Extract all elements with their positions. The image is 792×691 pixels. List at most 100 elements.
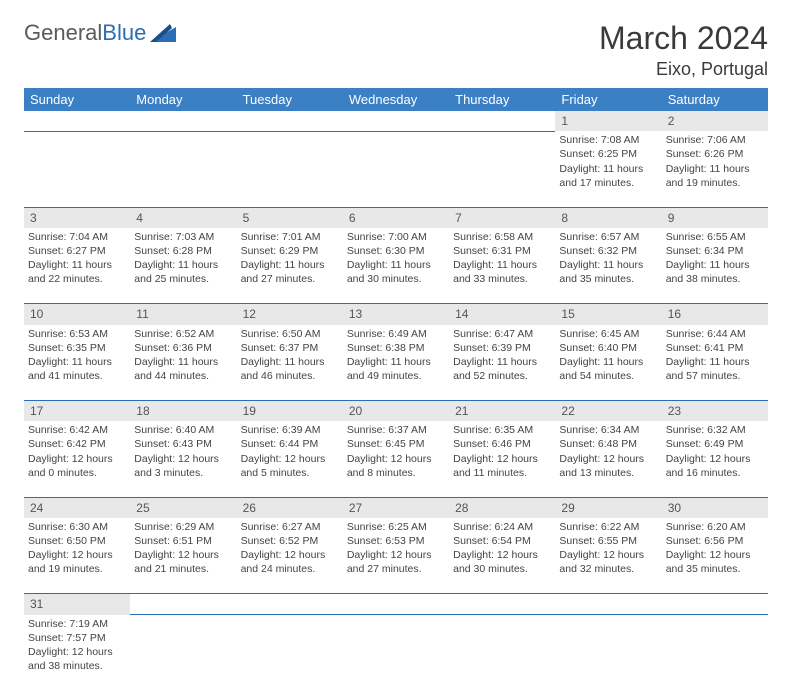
day-cell: Sunrise: 6:55 AMSunset: 6:34 PMDaylight:… (662, 228, 768, 304)
day1-text: Daylight: 12 hours (453, 452, 551, 466)
day1-text: Daylight: 11 hours (559, 162, 657, 176)
sunset-text: Sunset: 6:38 PM (347, 341, 445, 355)
sunrise-text: Sunrise: 6:25 AM (347, 520, 445, 534)
sunrise-text: Sunrise: 6:40 AM (134, 423, 232, 437)
day-number: 4 (130, 207, 236, 228)
day-number: 8 (555, 207, 661, 228)
detail-row: Sunrise: 6:53 AMSunset: 6:35 PMDaylight:… (24, 325, 768, 401)
day2-text: and 57 minutes. (666, 369, 764, 383)
day-number: 23 (662, 401, 768, 422)
day2-text: and 8 minutes. (347, 466, 445, 480)
day-cell: Sunrise: 7:03 AMSunset: 6:28 PMDaylight:… (130, 228, 236, 304)
day1-text: Daylight: 11 hours (559, 258, 657, 272)
day-cell: Sunrise: 6:49 AMSunset: 6:38 PMDaylight:… (343, 325, 449, 401)
sunrise-text: Sunrise: 6:32 AM (666, 423, 764, 437)
sunset-text: Sunset: 6:53 PM (347, 534, 445, 548)
sunrise-text: Sunrise: 7:06 AM (666, 133, 764, 147)
daynum-row: 3456789 (24, 207, 768, 228)
sunrise-text: Sunrise: 7:04 AM (28, 230, 126, 244)
day-cell: Sunrise: 6:47 AMSunset: 6:39 PMDaylight:… (449, 325, 555, 401)
day-cell: Sunrise: 6:58 AMSunset: 6:31 PMDaylight:… (449, 228, 555, 304)
day-number: 27 (343, 497, 449, 518)
weekday-header-row: SundayMondayTuesdayWednesdayThursdayFrid… (24, 88, 768, 111)
sunrise-text: Sunrise: 6:34 AM (559, 423, 657, 437)
day-cell: Sunrise: 6:27 AMSunset: 6:52 PMDaylight:… (237, 518, 343, 594)
day-cell: Sunrise: 6:29 AMSunset: 6:51 PMDaylight:… (130, 518, 236, 594)
day-number: 13 (343, 304, 449, 325)
day1-text: Daylight: 11 hours (453, 355, 551, 369)
day1-text: Daylight: 11 hours (347, 355, 445, 369)
day1-text: Daylight: 12 hours (241, 452, 339, 466)
day-cell: Sunrise: 6:24 AMSunset: 6:54 PMDaylight:… (449, 518, 555, 594)
day-cell (449, 131, 555, 207)
day-cell (555, 615, 661, 691)
day-number: 16 (662, 304, 768, 325)
sunset-text: Sunset: 6:42 PM (28, 437, 126, 451)
day1-text: Daylight: 12 hours (241, 548, 339, 562)
day-cell: Sunrise: 6:30 AMSunset: 6:50 PMDaylight:… (24, 518, 130, 594)
sunset-text: Sunset: 6:46 PM (453, 437, 551, 451)
day1-text: Daylight: 12 hours (28, 452, 126, 466)
day-cell: Sunrise: 6:25 AMSunset: 6:53 PMDaylight:… (343, 518, 449, 594)
day-cell: Sunrise: 6:57 AMSunset: 6:32 PMDaylight:… (555, 228, 661, 304)
sunset-text: Sunset: 6:36 PM (134, 341, 232, 355)
day-cell: Sunrise: 6:52 AMSunset: 6:36 PMDaylight:… (130, 325, 236, 401)
day2-text: and 0 minutes. (28, 466, 126, 480)
sunset-text: Sunset: 6:45 PM (347, 437, 445, 451)
day1-text: Daylight: 12 hours (666, 548, 764, 562)
sunset-text: Sunset: 6:32 PM (559, 244, 657, 258)
day2-text: and 27 minutes. (241, 272, 339, 286)
daynum-row: 24252627282930 (24, 497, 768, 518)
location: Eixo, Portugal (599, 59, 768, 80)
day-number: 10 (24, 304, 130, 325)
sunset-text: Sunset: 6:39 PM (453, 341, 551, 355)
sunrise-text: Sunrise: 6:45 AM (559, 327, 657, 341)
day1-text: Daylight: 12 hours (347, 452, 445, 466)
page-title: March 2024 (599, 20, 768, 57)
weekday-header: Monday (130, 88, 236, 111)
day-number: 11 (130, 304, 236, 325)
sunset-text: Sunset: 6:29 PM (241, 244, 339, 258)
sunset-text: Sunset: 7:57 PM (28, 631, 126, 645)
day-cell: Sunrise: 6:32 AMSunset: 6:49 PMDaylight:… (662, 421, 768, 497)
day1-text: Daylight: 12 hours (453, 548, 551, 562)
day-number (449, 111, 555, 131)
day-number: 26 (237, 497, 343, 518)
day2-text: and 33 minutes. (453, 272, 551, 286)
day1-text: Daylight: 11 hours (453, 258, 551, 272)
detail-row: Sunrise: 7:19 AMSunset: 7:57 PMDaylight:… (24, 615, 768, 691)
day1-text: Daylight: 11 hours (28, 355, 126, 369)
day1-text: Daylight: 12 hours (134, 548, 232, 562)
daynum-row: 17181920212223 (24, 401, 768, 422)
logo-part2: Blue (102, 20, 146, 45)
day1-text: Daylight: 11 hours (134, 355, 232, 369)
sunset-text: Sunset: 6:28 PM (134, 244, 232, 258)
logo: GeneralBlue (24, 20, 176, 46)
day-cell: Sunrise: 6:53 AMSunset: 6:35 PMDaylight:… (24, 325, 130, 401)
day1-text: Daylight: 11 hours (241, 355, 339, 369)
day-cell (130, 131, 236, 207)
day-cell: Sunrise: 7:04 AMSunset: 6:27 PMDaylight:… (24, 228, 130, 304)
day2-text: and 19 minutes. (28, 562, 126, 576)
sunrise-text: Sunrise: 6:22 AM (559, 520, 657, 534)
sunrise-text: Sunrise: 6:52 AM (134, 327, 232, 341)
day2-text: and 27 minutes. (347, 562, 445, 576)
sunset-text: Sunset: 6:37 PM (241, 341, 339, 355)
day1-text: Daylight: 11 hours (241, 258, 339, 272)
sunrise-text: Sunrise: 6:55 AM (666, 230, 764, 244)
sunset-text: Sunset: 6:30 PM (347, 244, 445, 258)
day-number: 20 (343, 401, 449, 422)
day-cell (237, 131, 343, 207)
day-number: 30 (662, 497, 768, 518)
sunrise-text: Sunrise: 6:29 AM (134, 520, 232, 534)
day-number: 15 (555, 304, 661, 325)
day-number: 6 (343, 207, 449, 228)
day1-text: Daylight: 11 hours (559, 355, 657, 369)
sunset-text: Sunset: 6:48 PM (559, 437, 657, 451)
day1-text: Daylight: 12 hours (666, 452, 764, 466)
day-cell (449, 615, 555, 691)
weekday-header: Wednesday (343, 88, 449, 111)
day2-text: and 30 minutes. (347, 272, 445, 286)
weekday-header: Tuesday (237, 88, 343, 111)
day2-text: and 17 minutes. (559, 176, 657, 190)
